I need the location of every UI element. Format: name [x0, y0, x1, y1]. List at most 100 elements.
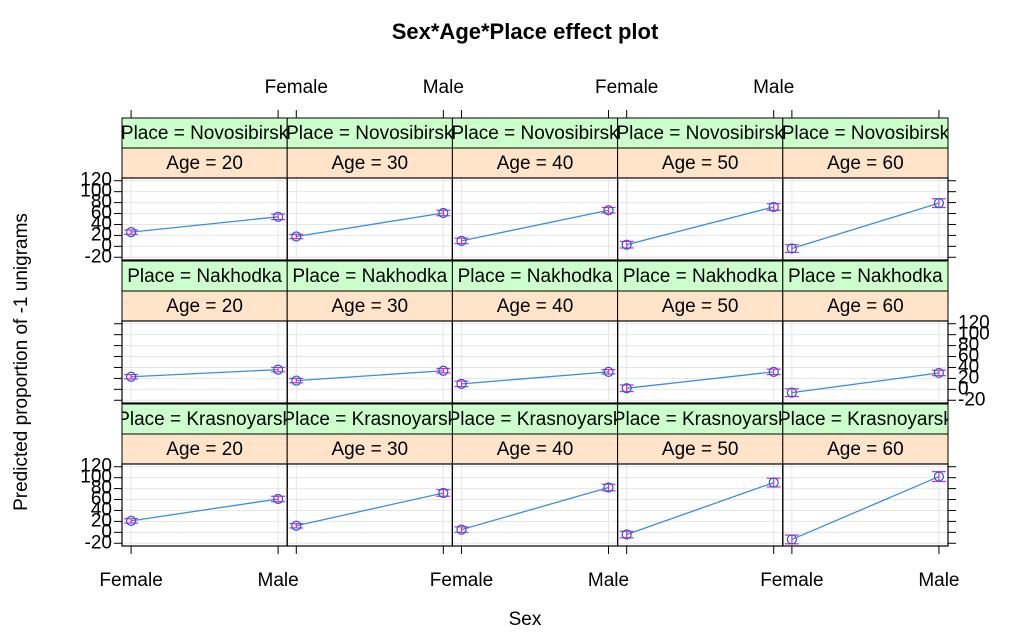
y-tick-label: 0 — [958, 378, 969, 399]
point — [768, 366, 779, 377]
y-tick-label: 40 — [91, 499, 112, 520]
error-bar — [454, 380, 469, 388]
age-strip-label: Age = 50 — [662, 296, 739, 317]
place-strip — [782, 260, 949, 292]
age-strip — [286, 290, 453, 322]
place-strip — [451, 117, 619, 149]
point — [438, 487, 449, 499]
x-tick-label: Female — [595, 77, 658, 98]
y-tick-label: 100 — [958, 324, 990, 345]
panel — [451, 463, 619, 547]
age-strip-label: Age = 20 — [166, 439, 243, 460]
age-strip — [451, 433, 619, 465]
point — [438, 207, 449, 219]
error-bar — [271, 366, 286, 373]
error-bar — [454, 526, 469, 533]
x-tick-label: Female — [430, 570, 493, 591]
error-bar — [124, 229, 139, 235]
place-strip-label: Place = Novosibirsk — [451, 123, 619, 144]
y-tick-label: -20 — [958, 389, 985, 410]
y-axis-label: Predicted proportion of -1 unigrams — [11, 213, 32, 511]
panel — [451, 320, 619, 404]
x-tick-label: Male — [588, 570, 629, 591]
y-tick-label: 0 — [101, 521, 112, 542]
age-strip — [286, 147, 453, 179]
error-bar — [271, 213, 286, 221]
x-tick-label: Male — [918, 570, 959, 591]
point — [768, 201, 779, 213]
effect-line — [461, 486, 609, 531]
point — [786, 534, 797, 545]
place-strip-label: Place = Novosibirsk — [617, 123, 785, 144]
y-tick-label: 120 — [80, 456, 112, 477]
panel — [121, 463, 288, 547]
point — [456, 524, 467, 535]
x-tick-label: Female — [760, 570, 823, 591]
error-bar — [601, 369, 616, 375]
age-strip-label: Age = 50 — [662, 153, 739, 174]
y-tick-label: 100 — [80, 467, 112, 488]
error-bar — [784, 388, 799, 398]
panel — [286, 463, 454, 547]
age-strip-label: Age = 60 — [827, 439, 904, 460]
y-tick-label: 20 — [91, 510, 112, 531]
y-tick-label: 60 — [958, 346, 979, 367]
point — [933, 198, 945, 209]
place-strip-label: Place = Krasnoyarsk — [282, 409, 457, 430]
place-strip-label: Place = Krasnoyarsk — [448, 409, 623, 430]
error-bar — [124, 518, 139, 524]
point — [603, 205, 614, 216]
place-strip-label: Place = Nakhodka — [292, 266, 447, 287]
place-strip — [782, 403, 949, 435]
panel — [616, 177, 784, 261]
y-tick-label: 80 — [91, 478, 112, 499]
y-tick-label: 0 — [101, 235, 112, 256]
point — [933, 471, 945, 482]
y-tick-label: 40 — [91, 213, 112, 234]
effect-line — [626, 481, 774, 536]
point — [273, 211, 284, 222]
age-strip-label: Age = 60 — [827, 153, 904, 174]
point — [125, 227, 137, 238]
point — [621, 239, 632, 250]
error-bar — [436, 367, 451, 374]
effect-line — [626, 206, 774, 246]
effect-line — [626, 371, 774, 389]
error-bar — [436, 209, 451, 217]
point — [786, 387, 797, 398]
age-strip-label: Age = 40 — [497, 296, 574, 317]
age-strip — [451, 147, 619, 179]
point — [456, 235, 467, 246]
place-strip-label: Place = Nakhodka — [127, 266, 282, 287]
error-bar — [436, 489, 451, 497]
age-strip-label: Age = 40 — [497, 153, 574, 174]
place-strip — [121, 117, 288, 149]
place-strip-label: Place = Nakhodka — [458, 266, 613, 287]
point — [291, 231, 302, 242]
point — [125, 515, 137, 526]
effect-line — [296, 370, 444, 382]
x-tick-label: Male — [423, 77, 464, 98]
panel — [782, 463, 949, 547]
x-tick-label: Male — [753, 77, 794, 98]
age-strip — [617, 290, 784, 322]
place-strip — [617, 117, 784, 149]
x-tick-label: Female — [99, 570, 162, 591]
point — [291, 520, 302, 531]
age-strip — [782, 433, 949, 465]
age-strip — [782, 290, 949, 322]
effect-line — [296, 492, 444, 527]
age-strip-label: Age = 60 — [827, 296, 904, 317]
place-strip — [286, 260, 453, 292]
place-strip-label: Place = Novosibirsk — [286, 123, 454, 144]
place-strip — [451, 260, 619, 292]
y-tick-label: -20 — [85, 532, 112, 553]
place-strip — [286, 117, 453, 149]
panel — [616, 320, 784, 404]
panel — [782, 177, 949, 261]
x-axis-label: Sex — [509, 609, 542, 630]
age-strip-label: Age = 30 — [332, 296, 409, 317]
point — [621, 383, 632, 394]
age-strip — [121, 147, 288, 179]
